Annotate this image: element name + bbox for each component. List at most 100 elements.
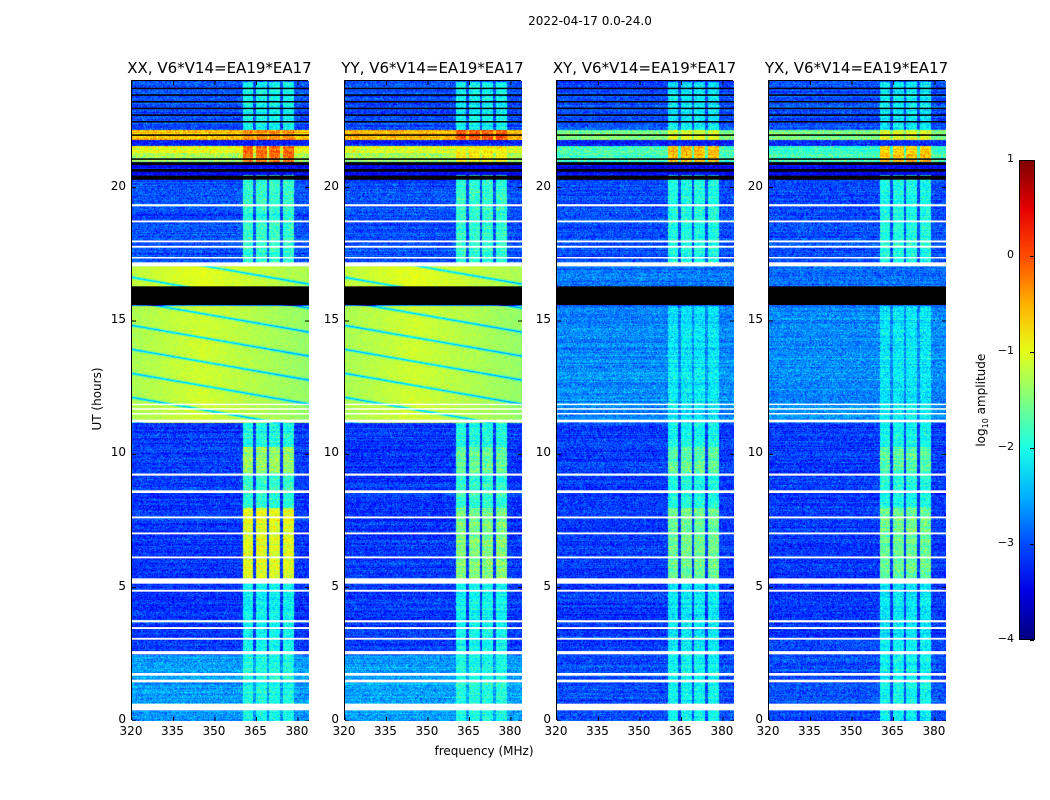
flagged-row <box>345 620 522 623</box>
colorbar-tick-mark <box>1030 352 1034 353</box>
flagged-row <box>557 637 734 640</box>
panel-title: XY, V6*V14=EA19*EA17 <box>552 59 737 77</box>
flagged-row <box>769 490 946 493</box>
missing-row <box>345 121 522 123</box>
colorbar-tick-label: −1 <box>997 344 1014 357</box>
missing-row <box>557 87 734 90</box>
x-tick-label: 335 <box>161 724 184 738</box>
y-tick-label: 5 <box>118 578 126 593</box>
flagged-row <box>132 245 309 248</box>
y-tick-label: 10 <box>110 445 126 460</box>
missing-row <box>557 162 734 165</box>
flagged-row <box>132 473 309 476</box>
colorbar-tick-mark <box>1030 448 1034 449</box>
x-tick-label: 365 <box>457 724 480 738</box>
flagged-row <box>557 532 734 535</box>
flagged-row <box>769 556 946 559</box>
flagged-row <box>345 578 522 584</box>
flagged-row <box>557 262 734 267</box>
flagged-row <box>345 532 522 535</box>
missing-row <box>557 107 734 110</box>
y-tick-label: 15 <box>110 312 126 326</box>
x-tick-label: 380 <box>285 724 309 738</box>
flagged-row <box>345 473 522 476</box>
flagged-row <box>132 490 309 493</box>
panel-overlay <box>769 81 946 721</box>
missing-row <box>132 121 309 123</box>
x-tick-label: 350 <box>839 724 863 738</box>
flagged-row <box>769 257 946 259</box>
missing-row <box>345 134 522 136</box>
y-tick-label: 20 <box>323 178 339 193</box>
flagged-row <box>769 578 946 584</box>
colorbar-tick-mark <box>1030 640 1034 641</box>
missing-row <box>557 286 734 305</box>
colorbar-tick-mark <box>1030 256 1034 257</box>
missing-row <box>345 162 522 165</box>
y-tick-label: 0 <box>118 712 126 726</box>
flagged-row <box>345 651 522 655</box>
panel-title: YY, V6*V14=EA19*EA17 <box>341 59 524 77</box>
flagged-row <box>557 589 734 592</box>
flagged-row <box>132 651 309 655</box>
colorbar-tick-label: 0 <box>1007 248 1014 261</box>
x-tick-label: 335 <box>798 724 821 738</box>
missing-row <box>345 87 522 90</box>
panel-overlay <box>557 81 734 721</box>
flagged-row <box>132 257 309 259</box>
x-tick-label: 380 <box>710 724 734 738</box>
flagged-row <box>132 262 309 267</box>
missing-row <box>557 114 734 116</box>
flagged-row <box>557 240 734 243</box>
flagged-row <box>557 408 734 410</box>
missing-row <box>557 134 734 136</box>
x-tick-label: 350 <box>415 724 439 738</box>
flagged-row <box>557 490 734 493</box>
panel-title: XX, V6*V14=EA19*EA17 <box>127 59 312 77</box>
flagged-row <box>345 673 522 676</box>
flagged-row <box>769 220 946 223</box>
missing-row <box>769 114 946 116</box>
flagged-row <box>557 620 734 623</box>
missing-row <box>557 175 734 180</box>
x-axis-label: frequency (MHz) <box>434 744 534 758</box>
flagged-row <box>769 589 946 592</box>
missing-row <box>557 101 734 103</box>
flagged-row <box>769 679 946 683</box>
missing-row <box>345 94 522 96</box>
flagged-row <box>557 419 734 423</box>
x-tick-label: 320 <box>332 724 356 738</box>
missing-row <box>132 94 309 96</box>
y-tick-label: 20 <box>110 178 126 193</box>
missing-row <box>345 107 522 110</box>
missing-row <box>132 162 309 165</box>
y-tick-label: 5 <box>755 578 763 593</box>
flagged-row <box>132 589 309 592</box>
missing-row <box>345 169 522 172</box>
missing-row <box>132 134 309 136</box>
flagged-row <box>132 703 309 711</box>
y-tick-label: 20 <box>535 178 551 193</box>
flagged-row <box>132 240 309 243</box>
missing-row <box>132 169 309 172</box>
flagged-row <box>769 620 946 623</box>
flagged-row <box>557 627 734 629</box>
heatmap-image <box>132 81 309 721</box>
x-tick-label: 350 <box>202 724 226 738</box>
flagged-row <box>132 220 309 223</box>
missing-row <box>769 121 946 123</box>
missing-row <box>769 158 946 160</box>
spectrogram-panel <box>344 80 522 721</box>
flagged-row <box>132 204 309 207</box>
flagged-row <box>132 413 309 415</box>
spectrogram-panel <box>131 80 309 721</box>
missing-row <box>345 175 522 180</box>
y-tick-label: 0 <box>543 712 551 726</box>
colorbar-tick-label: −3 <box>997 536 1014 549</box>
flagged-row <box>769 703 946 711</box>
x-tick-label: 320 <box>756 724 780 738</box>
y-tick-label: 15 <box>323 312 339 326</box>
flagged-row <box>769 240 946 243</box>
flagged-row <box>132 673 309 676</box>
missing-row <box>345 101 522 103</box>
